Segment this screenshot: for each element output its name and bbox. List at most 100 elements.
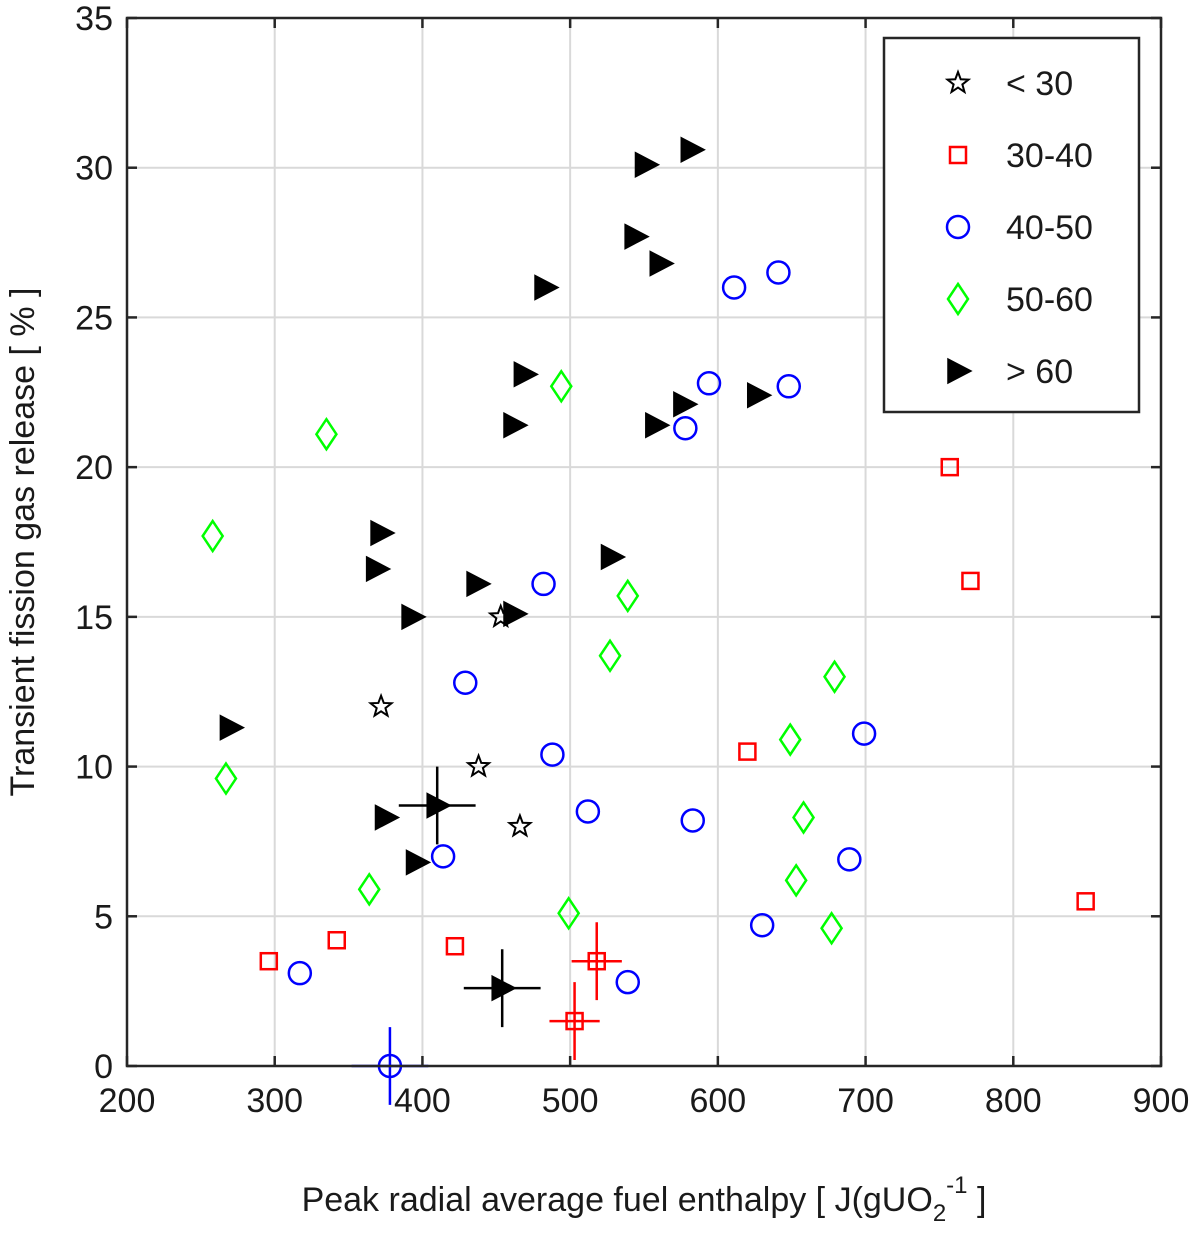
- data-point-square: [940, 457, 960, 477]
- data-point-triangle-right: [426, 792, 452, 819]
- data-point-triangle-right: [649, 250, 675, 277]
- plot-area-frame: [125, 16, 1163, 1068]
- data-point-square: [259, 951, 279, 971]
- y-tick-label: 25: [75, 299, 113, 337]
- data-point-triangle-right: [534, 274, 560, 301]
- x-tick-label: 900: [1133, 1082, 1190, 1120]
- data-point-circle: [776, 374, 802, 399]
- data-point-diamond: [598, 638, 622, 674]
- data-point-diamond: [214, 761, 238, 796]
- data-point-diamond: [314, 416, 338, 452]
- data-point-square: [565, 1011, 584, 1031]
- legend-label: 30-40: [1006, 137, 1093, 175]
- data-point-circle: [749, 913, 775, 938]
- data-point-triangle-right: [405, 849, 432, 876]
- data-point-circle: [540, 742, 565, 767]
- data-point-diamond: [823, 659, 847, 694]
- legend-label: 40-50: [1006, 209, 1093, 247]
- legend-item: < 30: [944, 65, 1073, 103]
- data-point-triangle-right: [624, 223, 650, 250]
- data-point-triangle-right: [503, 600, 529, 628]
- legend-marker-diamond: [946, 281, 970, 317]
- data-point-circle: [680, 808, 705, 833]
- y-tick-label: 5: [94, 898, 113, 936]
- data-point-diamond: [616, 578, 640, 614]
- x-tick-label: 200: [99, 1082, 156, 1120]
- data-point-diamond: [784, 863, 808, 898]
- legend-label: < 30: [1006, 65, 1073, 103]
- y-tick-label: 30: [75, 150, 113, 188]
- legend-item: 40-50: [945, 209, 1093, 247]
- data-point-triangle-right: [634, 151, 661, 178]
- data-point-square: [445, 936, 465, 956]
- data-point-square: [961, 571, 980, 591]
- data-point-triangle-right: [746, 382, 773, 409]
- data-point-triangle-right: [219, 714, 246, 741]
- data-point-circle: [721, 275, 747, 300]
- x-axis-title: Peak radial average fuel enthalpy [ J(gU…: [302, 1172, 987, 1227]
- data-point-circle: [837, 847, 862, 872]
- data-point-diamond: [201, 518, 225, 554]
- data-point-star: [367, 692, 395, 718]
- x-tick-label: 700: [837, 1082, 894, 1120]
- data-point-square: [587, 951, 606, 971]
- data-point-triangle-right: [365, 555, 392, 583]
- y-axis-title: Transient fission gas release [ % ]: [4, 288, 42, 797]
- data-point-square: [738, 742, 757, 761]
- legend: < 30 30-40 40-50 50-60 > 60: [882, 36, 1141, 414]
- data-point-square: [1076, 892, 1095, 911]
- data-point-triangle-right: [513, 361, 539, 388]
- data-point-star: [506, 812, 534, 838]
- data-point-star: [465, 752, 492, 778]
- data-point-triangle-right: [370, 519, 396, 547]
- data-point-circle: [531, 571, 556, 597]
- data-point-circle: [673, 415, 698, 441]
- data-point-circle: [696, 371, 722, 396]
- data-point-triangle-right: [680, 136, 706, 163]
- y-tick-label: 35: [75, 0, 113, 38]
- data-point-square: [327, 930, 347, 950]
- data-point-diamond: [792, 800, 816, 835]
- data-point-circle: [615, 969, 641, 995]
- legend-item: 50-60: [946, 281, 1093, 319]
- data-point-circle: [453, 670, 478, 695]
- data-point-triangle-right: [673, 391, 699, 418]
- legend-box: [882, 36, 1141, 414]
- legend-item: 30-40: [948, 137, 1093, 175]
- legend-marker-star: [944, 69, 972, 95]
- axis-ticks: 200 300 400 500 600 700 800 900 0 5 10 15 20 25 30 35: [75, 0, 1189, 1120]
- data-point-triangle-right: [491, 974, 517, 1002]
- data-point-circle: [851, 721, 877, 746]
- y-tick-label: 0: [94, 1048, 113, 1086]
- x-tick-label: 500: [542, 1082, 599, 1120]
- data-point-circle: [766, 260, 791, 285]
- data-markers: [201, 136, 1095, 1079]
- data-point-diamond: [820, 911, 844, 946]
- data-point-triangle-right: [466, 570, 492, 598]
- data-point-diamond: [549, 369, 573, 404]
- legend-label: > 60: [1006, 353, 1073, 391]
- legend-label: 50-60: [1006, 281, 1093, 319]
- x-tick-label: 300: [246, 1082, 303, 1120]
- data-point-diamond: [357, 872, 381, 907]
- y-tick-label: 15: [75, 599, 113, 637]
- x-tick-label: 400: [394, 1082, 451, 1120]
- data-point-triangle-right: [503, 411, 529, 439]
- data-point-circle: [287, 960, 313, 986]
- legend-marker-circle: [945, 214, 971, 240]
- y-tick-label: 10: [75, 749, 113, 787]
- legend-marker-triangle-right: [947, 357, 973, 385]
- data-point-circle: [430, 844, 456, 869]
- data-point-diamond: [557, 896, 581, 931]
- data-point-triangle-right: [401, 603, 427, 631]
- data-point-circle: [575, 799, 601, 824]
- data-point-diamond: [778, 722, 802, 757]
- error-bar: [571, 922, 622, 1001]
- legend-item: > 60: [947, 353, 1073, 391]
- x-tick-label: 800: [985, 1082, 1042, 1120]
- y-tick-label: 20: [75, 449, 113, 487]
- x-tick-label: 600: [689, 1082, 746, 1120]
- data-point-triangle-right: [374, 804, 401, 831]
